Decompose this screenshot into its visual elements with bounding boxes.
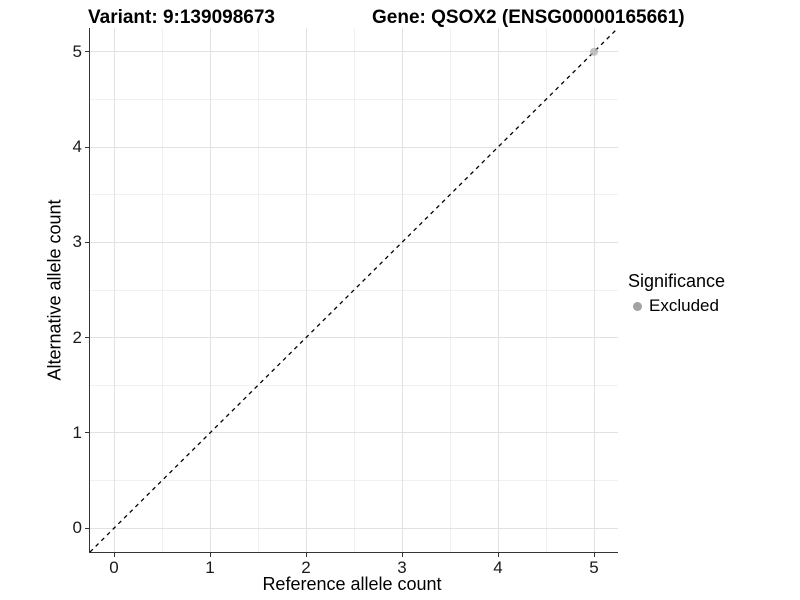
y-tick-mark bbox=[85, 432, 90, 434]
x-tick-mark bbox=[401, 552, 403, 557]
grid-minor-horizontal bbox=[90, 194, 618, 196]
x-tick-label: 4 bbox=[493, 558, 503, 577]
legend-title: Significance bbox=[628, 271, 726, 291]
y-axis-line bbox=[88, 27, 90, 553]
y-tick-label: 3 bbox=[72, 232, 82, 252]
y-tick-label: 4 bbox=[72, 137, 82, 157]
y-tick-label: 0 bbox=[72, 518, 82, 538]
grid-major-horizontal bbox=[90, 337, 618, 339]
grid-major-horizontal bbox=[90, 241, 618, 243]
y-tick-label: 5 bbox=[72, 41, 82, 61]
grid-major-horizontal bbox=[90, 527, 618, 529]
y-tick-mark bbox=[85, 527, 90, 529]
grid-major-vertical bbox=[113, 28, 115, 552]
x-tick-label: 2 bbox=[301, 558, 311, 577]
x-tick-label: 5 bbox=[589, 558, 599, 577]
x-tick-label: 3 bbox=[397, 558, 407, 577]
plot-draw-layer bbox=[89, 27, 619, 553]
y-tick-mark bbox=[85, 241, 90, 243]
data-point-excluded bbox=[590, 47, 598, 56]
plot-title-variant: Variant: 9:139098673 bbox=[88, 7, 275, 28]
legend-point-swatch bbox=[633, 301, 642, 311]
grid-minor-horizontal bbox=[90, 98, 618, 100]
legend-item-label: Excluded bbox=[649, 296, 719, 315]
grid-major-vertical bbox=[305, 28, 307, 552]
x-tick-mark bbox=[497, 552, 499, 557]
x-tick-mark bbox=[209, 552, 211, 557]
y-tick-label: 2 bbox=[72, 327, 82, 347]
legend: Significance Excluded bbox=[628, 271, 725, 316]
y-tick-mark bbox=[85, 51, 90, 53]
grid-minor-vertical bbox=[545, 28, 547, 552]
plot-title-gene: Gene: QSOX2 (ENSG00000165661) bbox=[372, 7, 685, 28]
legend-item-excluded: Excluded bbox=[628, 296, 725, 316]
y-tick-mark bbox=[85, 146, 90, 148]
grid-major-vertical bbox=[593, 28, 595, 552]
grid-major-vertical bbox=[209, 28, 211, 552]
x-axis-title: Reference allele count bbox=[262, 574, 442, 594]
x-tick-mark bbox=[305, 552, 307, 557]
grid-major-horizontal bbox=[90, 432, 618, 434]
grid-major-vertical bbox=[497, 28, 499, 552]
grid-minor-vertical bbox=[449, 28, 451, 552]
identity-dashed-line bbox=[89, 27, 619, 553]
x-tick-label: 1 bbox=[205, 558, 215, 577]
y-axis-title: Alternative allele count bbox=[44, 199, 65, 381]
x-axis-line bbox=[88, 551, 619, 553]
x-tick-label: 0 bbox=[109, 558, 119, 577]
grid-major-vertical bbox=[401, 28, 403, 552]
grid-major-horizontal bbox=[90, 51, 618, 53]
x-tick-mark bbox=[113, 552, 115, 557]
y-tick-mark bbox=[85, 337, 90, 339]
grid-major-horizontal bbox=[90, 146, 618, 148]
x-tick-mark bbox=[593, 552, 595, 557]
y-tick-label: 1 bbox=[72, 422, 82, 442]
